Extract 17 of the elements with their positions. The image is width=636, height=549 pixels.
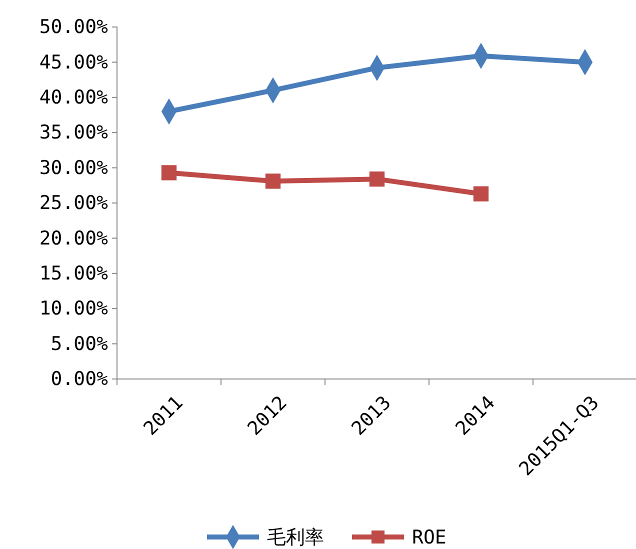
point bbox=[473, 186, 489, 202]
y-tick-label: 10.00% bbox=[39, 298, 109, 320]
y-tick-label: 5.00% bbox=[50, 332, 109, 355]
legend-label: ROE bbox=[412, 526, 446, 549]
y-tick-label: 35.00% bbox=[39, 122, 109, 144]
point bbox=[265, 174, 281, 189]
y-tick-label: 45.00% bbox=[39, 51, 109, 74]
y-tick-label: 40.00% bbox=[39, 86, 109, 108]
y-tick-label: 50.00% bbox=[39, 16, 109, 38]
legend-label: 毛利率 bbox=[267, 526, 324, 549]
point bbox=[369, 171, 385, 187]
y-tick-label: 20.00% bbox=[39, 227, 109, 250]
y-tick-label: 25.00% bbox=[39, 192, 109, 214]
y-tick-label: 30.00% bbox=[39, 156, 109, 179]
point bbox=[161, 165, 177, 180]
y-tick-label: 0.00% bbox=[50, 368, 109, 390]
y-tick-label: 15.00% bbox=[39, 262, 109, 284]
